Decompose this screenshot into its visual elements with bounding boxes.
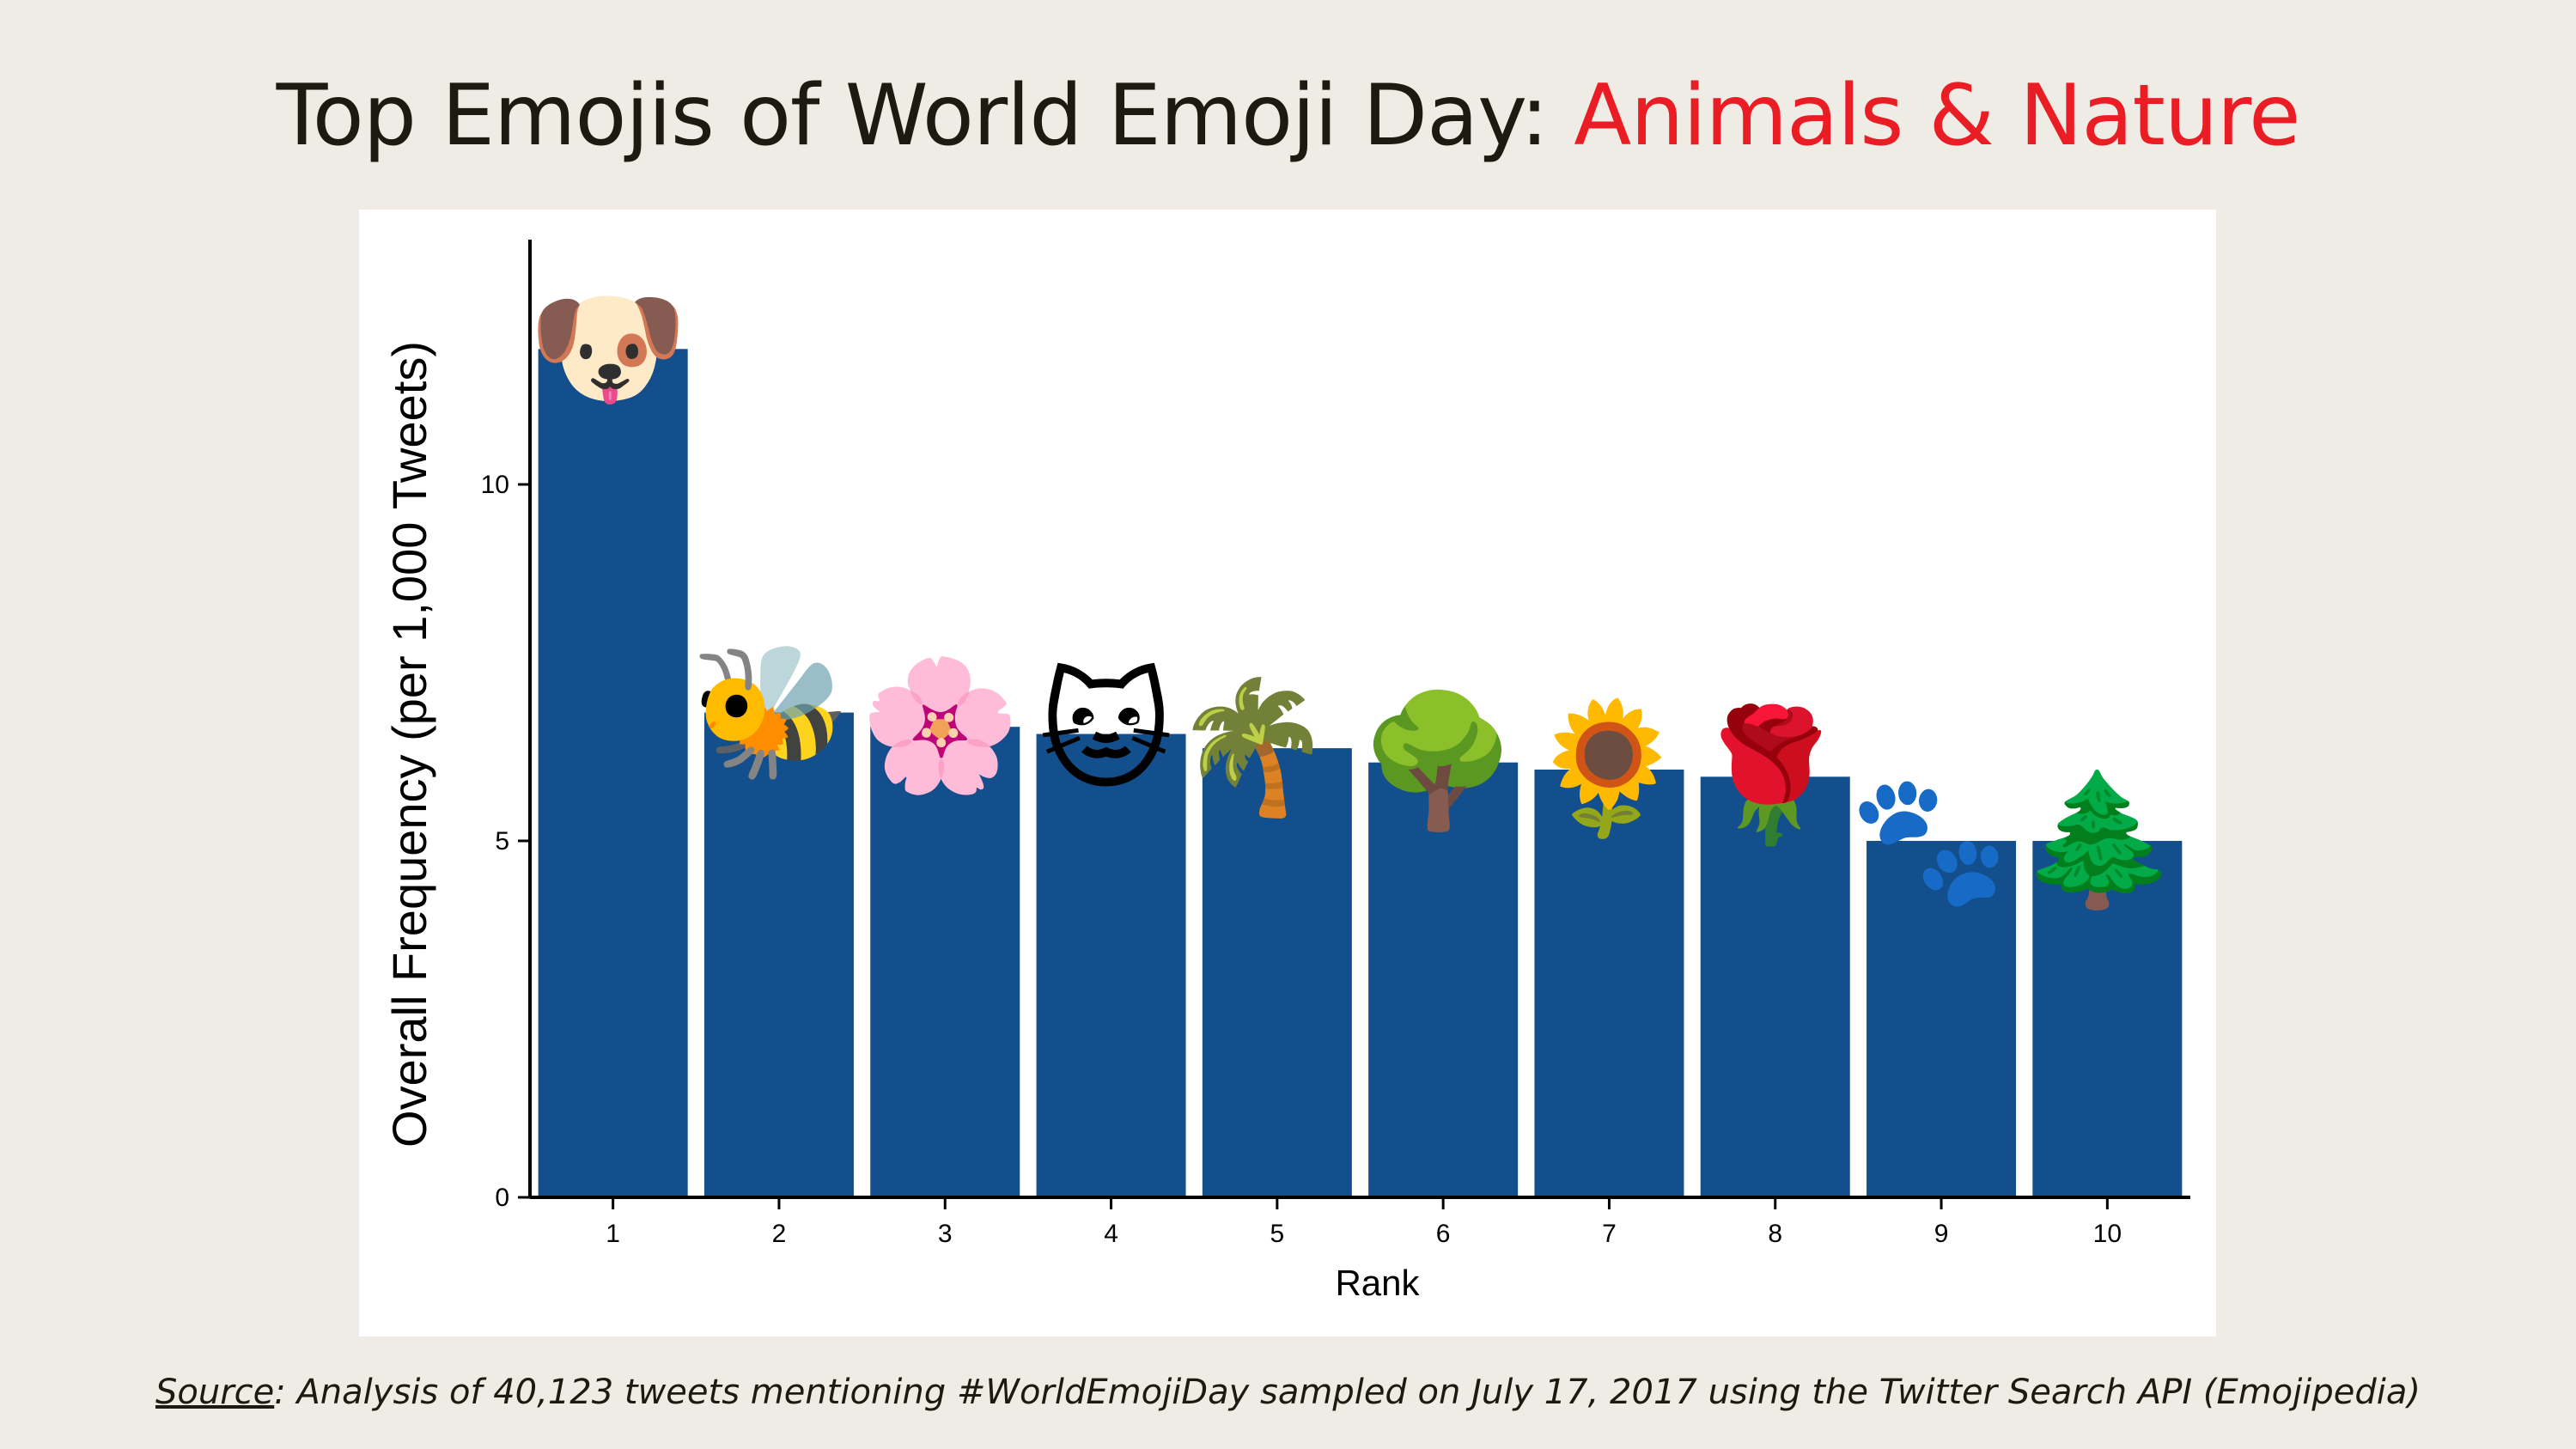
source-label: Source <box>155 1373 275 1412</box>
title-accent: Animals & Nature <box>1574 67 2300 165</box>
bar-rank-5 <box>1202 748 1352 1197</box>
emoji-dog-face-icon: 🐶 <box>527 273 688 423</box>
x-tick-label-8: 8 <box>1768 1220 1782 1248</box>
bar-rank-1 <box>538 349 688 1197</box>
plot-panel: 🐶 🐝 🌸 🐱 🌴 🌳 🌻 🌹 🐾 🌲 0 5 10 1 2 3 4 5 6 7 8 9 10 Rank Overall Fre… <box>359 210 2216 1336</box>
bar-rank-2 <box>703 712 854 1197</box>
x-tick-label-7: 7 <box>1602 1220 1617 1248</box>
bar-rank-4 <box>1036 734 1186 1197</box>
bar-rank-8 <box>1700 776 1850 1197</box>
y-tick-label-10: 10 <box>481 471 509 499</box>
y-tick-label-5: 5 <box>495 827 509 855</box>
title-main: Top Emojis of World Emoji Day: <box>276 67 1574 165</box>
emoji-palm-tree-icon: 🌴 <box>1172 673 1333 822</box>
bar-chart: 🐶 🐝 🌸 🐱 🌴 🌳 🌻 🌹🐾 🌲 0 5 10 1 2 3 4 5 6 7 8 9 10 Rank Overall Fre… <box>382 240 2190 1303</box>
source-text: : Analysis of 40,123 tweets mentioning #… <box>274 1373 2421 1412</box>
emoji-honeybee-icon: 🐝 <box>691 637 851 787</box>
x-tick-label-3: 3 <box>938 1220 953 1248</box>
bar-rank-7 <box>1534 770 1684 1197</box>
bar-rank-6 <box>1368 762 1519 1197</box>
chart-title: Top Emojis of World Emoji Day: Animals &… <box>0 67 2576 165</box>
source-note: Source: Analysis of 40,123 tweets mentio… <box>0 1373 2576 1412</box>
x-axis-title: Rank <box>1335 1263 1420 1303</box>
bar-rank-9 <box>1867 841 2017 1197</box>
emoji-rose-icon: 🌹 <box>1690 698 1850 850</box>
x-tick-label-2: 2 <box>772 1220 787 1248</box>
x-tick-label-5: 5 <box>1270 1220 1285 1248</box>
bar-rank-3 <box>870 727 1020 1197</box>
emoji-cherry-blossom-icon: 🌸 <box>860 651 1020 801</box>
bar-rank-10 <box>2032 841 2183 1197</box>
x-tick-label-10: 10 <box>2093 1220 2122 1248</box>
emoji-paw-prints-icon: 🐾 <box>1849 765 2010 915</box>
x-tick-label-1: 1 <box>606 1220 620 1248</box>
emoji-deciduous-tree-icon: 🌳 <box>1358 685 1519 837</box>
y-axis-title: Overall Frequency (per 1,000 Tweets) <box>382 341 436 1148</box>
emoji-evergreen-tree-icon: 🌲 <box>2019 765 2179 915</box>
emoji-cat-face-icon: 🐱 <box>1038 659 1172 808</box>
y-tick-label-0: 0 <box>495 1184 509 1212</box>
x-tick-label-4: 4 <box>1104 1220 1118 1248</box>
emoji-sunflower-icon: 🌻 <box>1527 694 1688 843</box>
x-tick-label-9: 9 <box>1934 1220 1949 1248</box>
x-tick-label-6: 6 <box>1436 1220 1451 1248</box>
